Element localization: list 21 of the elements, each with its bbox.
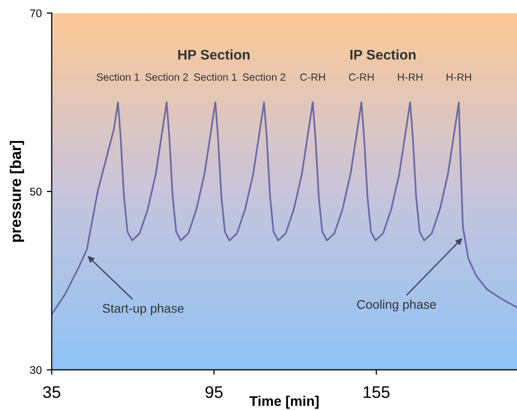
annotation: Section 1 <box>96 73 140 81</box>
annotation: C-RH <box>300 73 325 81</box>
annotation: HP Section <box>178 49 250 60</box>
annotation: H-RH <box>446 74 472 81</box>
y-tick-label: 30 <box>30 366 42 374</box>
x-tick-label: 95 <box>206 386 223 398</box>
annotation: IP Section <box>350 49 416 60</box>
line-series <box>52 101 517 316</box>
y-axis-title: pressure [bar] <box>10 140 24 242</box>
y-tick-label: 50 <box>30 188 42 196</box>
annotation: Section 1 <box>194 73 237 81</box>
x-tick-label: 155 <box>364 386 390 398</box>
annotation: Section 2 <box>242 73 286 81</box>
annotation: H-RH <box>398 74 422 81</box>
annotation: C-RH <box>348 73 374 81</box>
annotation: Start-up phase <box>102 304 184 316</box>
x-axis-title: Time [min] <box>250 396 319 409</box>
annotation: Cooling phase <box>357 300 436 312</box>
y-tick-label: 70 <box>30 9 42 18</box>
annotation: Section 2 <box>145 73 188 81</box>
x-tick-label: 35 <box>43 386 60 398</box>
